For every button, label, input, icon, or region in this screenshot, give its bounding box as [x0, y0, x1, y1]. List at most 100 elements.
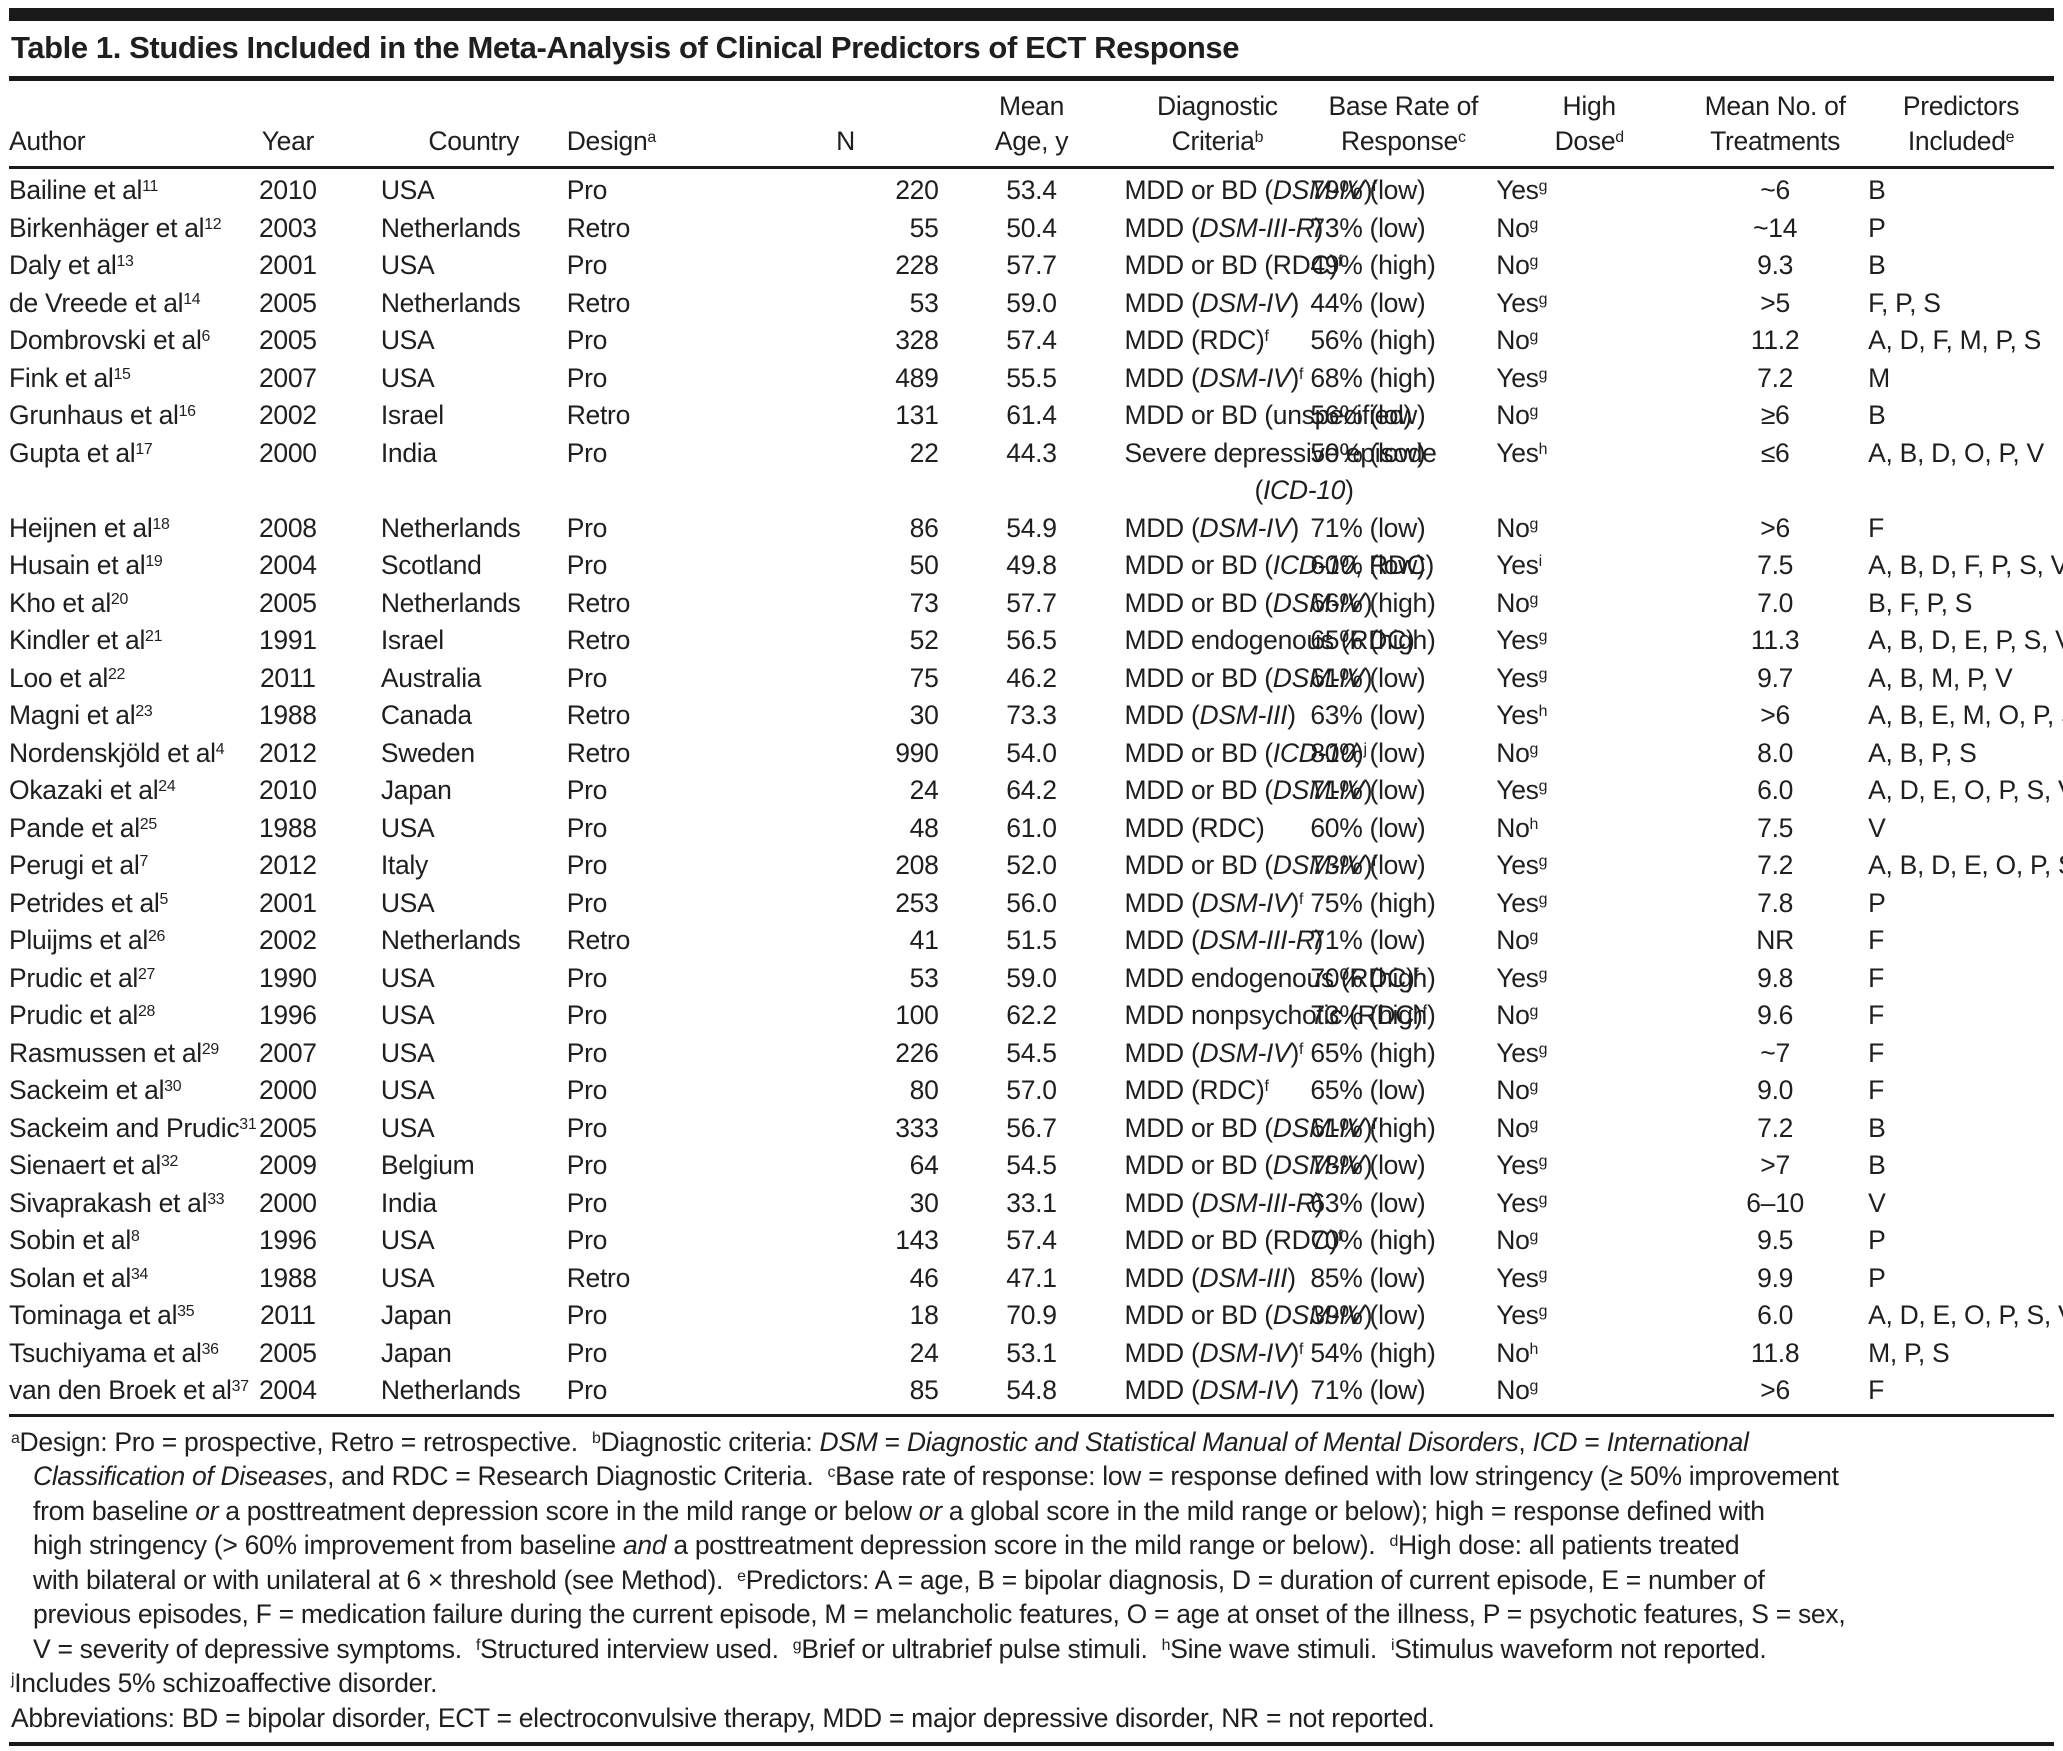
cell-n: 24	[909, 775, 939, 805]
cell-high_dose: Yesg	[1496, 1037, 1548, 1068]
cell-n: 22	[909, 437, 939, 468]
cell-design: Pro	[566, 175, 608, 205]
cell-base_rate: 70% (high)	[1310, 962, 1436, 993]
cell-author: Sivaprakash et al33	[9, 1187, 225, 1218]
cell-age: 61.4	[1006, 400, 1057, 430]
cell-treatments: >6	[1760, 512, 1790, 543]
table-row: Sackeim et al30 2000 USA Pro 80 57.0 MDD (RDC)…	[9, 1072, 2054, 1110]
cell-author: Sienaert et al32	[9, 1150, 179, 1180]
cell-author: Rasmussen et al29	[9, 1037, 219, 1068]
cell-country: Belgium	[380, 1150, 475, 1180]
cell-country: Netherlands	[380, 587, 521, 618]
table-row: Birkenhäger et al12 2003 Netherlands Retro 5…	[9, 210, 2054, 248]
table-row: Daly et al13 2001 USA Pro 228 57.7 MDD or BD (…	[9, 247, 2054, 285]
cell-treatments: 8.0	[1757, 737, 1794, 768]
cell-base_rate: 61% (high)	[1310, 1112, 1436, 1143]
cell-author: Solan et al34	[9, 1262, 149, 1293]
cell-age: 59.0	[1006, 287, 1057, 318]
cell-year: 2001	[258, 250, 317, 280]
cell-base_rate: 44% (low)	[1310, 287, 1426, 318]
cell-criteria: MDD (DSM-III-R)	[1124, 925, 1324, 955]
cell-high_dose: Nog	[1496, 587, 1539, 618]
footnote-line: V = severity of depressive symptoms. fSt…	[33, 1633, 1767, 1664]
table-row: Tominaga et al35 2011 Japan Pro 18 70.9 MDD or…	[9, 1297, 2063, 1335]
table-row: Petrides et al5 2001 USA Pro 253 56.0 MDD (DSM…	[9, 885, 2054, 923]
footnote-line: aDesign: Pro = prospective, Retro = retr…	[11, 1426, 1749, 1457]
cell-n: 50	[909, 550, 939, 580]
cell-age: 57.4	[1006, 1225, 1057, 1255]
cell-year: 2001	[258, 887, 317, 918]
cell-criteria: MDD or BD (DSM-IV)	[1124, 1300, 1373, 1330]
cell-criteria: MDD nonpsychotic (RDC)f	[1124, 1000, 1427, 1030]
cell-predictors: F, P, S	[1868, 287, 1941, 318]
table-row: van den Broek et al37 2004 Netherlands Pro 8…	[9, 1372, 2054, 1415]
cell-predictors: F	[1868, 1000, 1884, 1030]
cell-year: 2007	[258, 362, 317, 393]
table-row: Dombrovski et al6 2005 USA Pro 328 57.4 MDD (R…	[9, 322, 2054, 360]
cell-predictors: V	[1868, 1187, 1886, 1218]
cell-country: India	[380, 1187, 437, 1218]
cell-base_rate: 71% (low)	[1310, 512, 1426, 543]
cell-year: 2004	[258, 1375, 317, 1405]
cell-base_rate: 71% (low)	[1310, 775, 1426, 805]
table-row: Okazaki et al24 2010 Japan Pro 24 64.2 MDD or …	[9, 772, 2063, 810]
cell-base_rate: 71% (low)	[1310, 1375, 1426, 1405]
cell-high_dose: Nog	[1496, 212, 1539, 243]
cell-author: Prudic et al27	[9, 962, 156, 993]
cell-country: Canada	[380, 700, 472, 730]
cell-treatments: ~14	[1753, 212, 1798, 243]
cell-country: Italy	[380, 850, 428, 880]
cell-country: Netherlands	[380, 1375, 521, 1405]
cell-country: USA	[380, 1112, 435, 1143]
cell-design: Retro	[566, 1262, 631, 1293]
cell-design: Pro	[566, 1225, 608, 1255]
cell-age: 57.7	[1006, 587, 1057, 618]
cell-design: Pro	[566, 1037, 608, 1068]
cell-n: 24	[909, 1337, 939, 1368]
cell-design: Pro	[566, 1300, 608, 1330]
cell-treatments: NR	[1756, 925, 1794, 955]
cell-treatments: 7.2	[1757, 1112, 1794, 1143]
cell-n: 30	[909, 700, 939, 730]
cell-base_rate: 49% (high)	[1310, 250, 1436, 280]
cell-country: Australia	[380, 662, 482, 693]
cell-age: 53.4	[1006, 175, 1057, 205]
cell-country: Netherlands	[380, 925, 521, 955]
table-row: Heijnen et al18 2008 Netherlands Pro 86 54.9 M…	[9, 510, 2054, 548]
cell-predictors: F	[1868, 1075, 1884, 1105]
column-header-year: Year	[194, 81, 381, 169]
cell-treatments: 7.2	[1757, 362, 1794, 393]
cell-criteria: MDD or BD (DSM-IV)f	[1124, 1112, 1377, 1143]
cell-age: 55.5	[1006, 362, 1057, 393]
cell-criteria: MDD (DSM-IV)f	[1124, 1037, 1304, 1068]
column-header-high_dose: High Dosed	[1496, 81, 1683, 169]
cell-high_dose: Yesh	[1496, 700, 1548, 730]
cell-design: Pro	[566, 887, 608, 918]
cell-year: 2000	[258, 437, 317, 468]
cell-treatments: 9.3	[1757, 250, 1794, 280]
cell-treatments: >6	[1760, 700, 1790, 730]
cell-design: Retro	[566, 737, 631, 768]
cell-design: Retro	[566, 287, 631, 318]
cell-base_rate: 65% (low)	[1310, 1075, 1426, 1105]
column-header-age: Mean Age, y	[938, 81, 1125, 169]
cell-country: USA	[380, 175, 435, 205]
cell-high_dose: Yesg	[1496, 287, 1548, 318]
cell-author: Sackeim et al30	[9, 1075, 182, 1105]
table-row: Kho et al20 2005 Netherlands Retro 73 57.7 MDD…	[9, 585, 2054, 623]
cell-year: 2011	[259, 662, 316, 693]
cell-design: Pro	[566, 250, 608, 280]
cell-high_dose: Nog	[1496, 1375, 1539, 1405]
cell-design: Pro	[566, 1337, 608, 1368]
cell-high_dose: Yesg	[1496, 625, 1548, 655]
cell-treatments: 9.5	[1757, 1225, 1794, 1255]
cell-base_rate: 78% (low)	[1310, 1150, 1426, 1180]
cell-base_rate: 56% (high)	[1310, 325, 1436, 355]
table-body: Bailine et al11 2010 USA Pro 220 53.4 MDD or B…	[9, 168, 2063, 1415]
cell-high_dose: Yesh	[1496, 437, 1548, 468]
cell-country: USA	[380, 812, 435, 843]
cell-author: Gupta et al17	[9, 437, 153, 468]
cell-treatments: 7.0	[1757, 587, 1794, 618]
cell-design: Pro	[566, 662, 608, 693]
